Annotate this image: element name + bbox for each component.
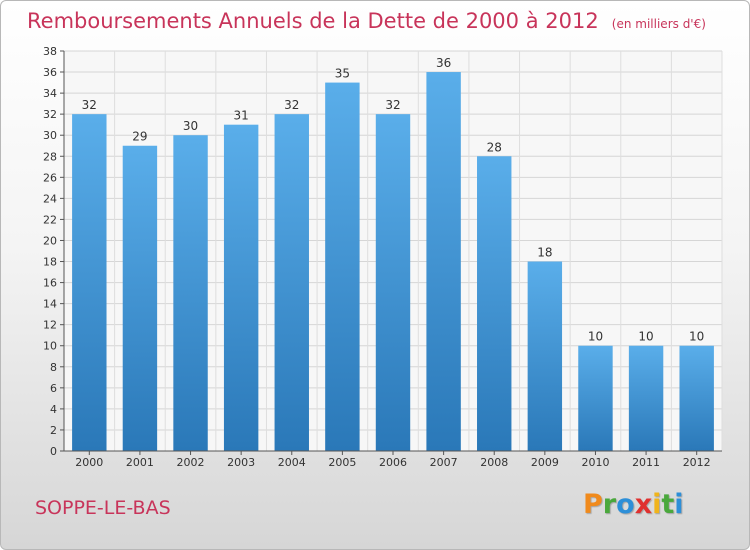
logo-letter: x (634, 489, 653, 520)
data-label: 30 (183, 119, 198, 133)
bar (375, 114, 411, 451)
y-tick-label: 32 (43, 108, 57, 121)
bar (122, 145, 158, 451)
y-tick-label: 20 (43, 234, 57, 247)
y-tick-label: 36 (43, 66, 57, 79)
commune-name: SOPPE-LE-BAS (35, 497, 171, 519)
data-label: 36 (436, 56, 451, 70)
y-tick-label: 14 (43, 298, 57, 311)
data-label: 32 (385, 98, 400, 112)
logo-letter: i (674, 489, 684, 520)
y-tick-label: 10 (43, 340, 57, 353)
x-tick-label: 2010 (581, 456, 609, 469)
x-tick-label: 2012 (683, 456, 711, 469)
bar (527, 261, 563, 451)
y-tick-label: 8 (50, 361, 57, 374)
y-tick-label: 26 (43, 171, 57, 184)
y-tick-label: 16 (43, 277, 57, 290)
data-label: 32 (284, 98, 299, 112)
y-tick-label: 18 (43, 256, 57, 269)
data-label: 31 (234, 109, 249, 123)
x-tick-label: 2001 (126, 456, 154, 469)
x-tick-label: 2009 (531, 456, 559, 469)
y-tick-label: 38 (43, 45, 57, 58)
bar (578, 345, 613, 451)
data-label: 32 (82, 98, 97, 112)
data-label: 28 (487, 140, 502, 154)
x-tick-label: 2005 (328, 456, 356, 469)
chart-title: Remboursements Annuels de la Dette de 20… (27, 9, 599, 33)
x-tick-label: 2007 (430, 456, 458, 469)
bar (223, 124, 259, 452)
bar (173, 135, 208, 452)
x-tick-label: 2000 (75, 456, 103, 469)
data-label: 18 (537, 246, 552, 260)
y-tick-label: 12 (43, 319, 57, 332)
logo-letter: P (583, 489, 603, 520)
logo-letter: i (652, 489, 662, 520)
x-tick-label: 2011 (632, 456, 660, 469)
y-tick-label: 22 (43, 213, 57, 226)
bar (274, 114, 309, 451)
data-label: 10 (638, 330, 653, 344)
y-tick-label: 28 (43, 150, 57, 163)
x-tick-label: 2004 (278, 456, 306, 469)
bar (679, 345, 714, 451)
logo-letter: t (661, 489, 675, 520)
bar (426, 72, 461, 451)
x-tick-label: 2006 (379, 456, 407, 469)
bar (628, 345, 664, 451)
y-tick-label: 0 (50, 445, 57, 458)
data-label: 35 (335, 67, 350, 81)
y-tick-label: 6 (50, 382, 57, 395)
y-tick-label: 2 (50, 424, 57, 437)
y-tick-label: 4 (50, 403, 57, 416)
bar (477, 156, 512, 451)
bar (72, 114, 107, 451)
x-tick-label: 2008 (480, 456, 508, 469)
y-tick-label: 34 (43, 87, 57, 100)
data-label: 29 (132, 130, 147, 144)
x-tick-label: 2003 (227, 456, 255, 469)
x-tick-label: 2002 (177, 456, 205, 469)
title-row: Remboursements Annuels de la Dette de 20… (27, 9, 706, 33)
data-label: 10 (689, 330, 704, 344)
logo-letter: r (602, 489, 617, 520)
y-tick-label: 30 (43, 129, 57, 142)
y-tick-label: 24 (43, 192, 57, 205)
logo-letter: o (616, 489, 635, 520)
data-label: 10 (588, 330, 603, 344)
proxiti-logo: Proxiti (583, 489, 684, 520)
bar (325, 82, 360, 451)
chart-subtitle: (en milliers d'€) (611, 17, 706, 31)
